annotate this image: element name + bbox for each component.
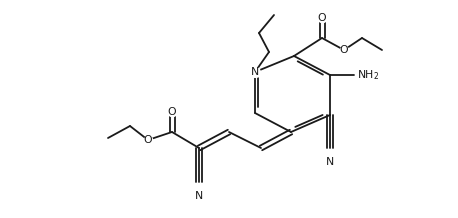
Text: N: N — [251, 67, 259, 77]
Text: N: N — [195, 191, 203, 201]
Text: O: O — [144, 135, 153, 145]
Text: NH$_2$: NH$_2$ — [357, 68, 379, 82]
Text: N: N — [326, 157, 334, 167]
Text: O: O — [340, 45, 349, 55]
Text: O: O — [318, 13, 326, 23]
Text: O: O — [168, 107, 176, 117]
